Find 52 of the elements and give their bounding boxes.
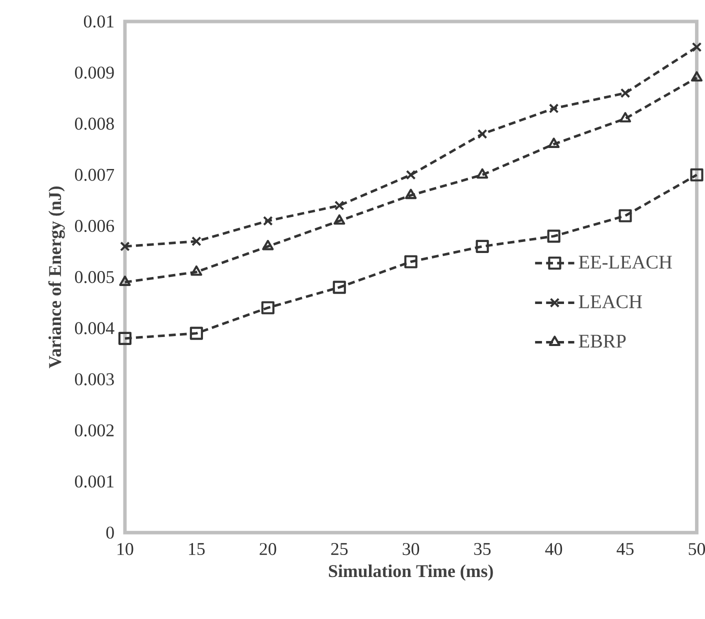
- point: [476, 240, 489, 254]
- x-tick-label: 15: [189, 543, 205, 556]
- y-tick-label: 0.009: [75, 66, 114, 79]
- point: [262, 216, 273, 226]
- x-tick-label: 45: [616, 543, 634, 556]
- y-tick-label: 0: [106, 526, 114, 539]
- x-tick-label: 10: [118, 543, 134, 556]
- point: [618, 209, 632, 222]
- x-tick-label: 40: [545, 543, 562, 556]
- point: [118, 332, 132, 346]
- point: [334, 214, 346, 225]
- legend-label: EE-LEACH: [578, 256, 672, 269]
- point: [190, 266, 202, 276]
- point: [332, 280, 346, 294]
- x-tick-label: 30: [402, 543, 420, 556]
- point: [547, 230, 560, 243]
- legend-label: EBRP: [578, 334, 626, 348]
- point: [334, 200, 344, 211]
- y-axis-title: Variance of Energy (nJ): [48, 186, 65, 368]
- point: [262, 240, 274, 250]
- x-tick-label: 20: [260, 543, 276, 556]
- point: [548, 138, 560, 148]
- x-axis-title: Simulation Time (ms): [328, 564, 493, 581]
- point: [190, 326, 203, 340]
- point: [120, 242, 130, 252]
- y-tick-label: 0.004: [75, 322, 114, 334]
- point: [261, 301, 274, 314]
- legend-label: LEACH: [578, 295, 642, 308]
- point: [406, 170, 416, 180]
- y-tick-label: 0.006: [75, 220, 114, 232]
- y-tick-label: 0.001: [75, 476, 114, 488]
- point: [476, 168, 488, 179]
- y-tick-label: 0.01: [84, 16, 114, 28]
- point: [477, 129, 488, 139]
- y-tick-label: 0.003: [75, 373, 114, 386]
- y-tick-label: 0.005: [75, 271, 114, 284]
- y-tick-label: 0.008: [75, 118, 114, 130]
- y-tick-label: 0.002: [75, 424, 114, 437]
- x-tick-label: 50: [688, 543, 705, 556]
- point: [119, 276, 131, 286]
- point: [692, 42, 702, 52]
- point: [191, 236, 202, 246]
- x-tick-label: 25: [331, 543, 348, 556]
- y-tick-label: 0.007: [75, 168, 114, 182]
- point: [404, 255, 418, 268]
- point: [690, 168, 704, 182]
- point: [405, 188, 417, 200]
- point: [690, 71, 703, 82]
- point: [620, 88, 630, 98]
- x-tick-label: 35: [474, 543, 491, 556]
- point: [619, 112, 632, 123]
- point: [548, 104, 559, 114]
